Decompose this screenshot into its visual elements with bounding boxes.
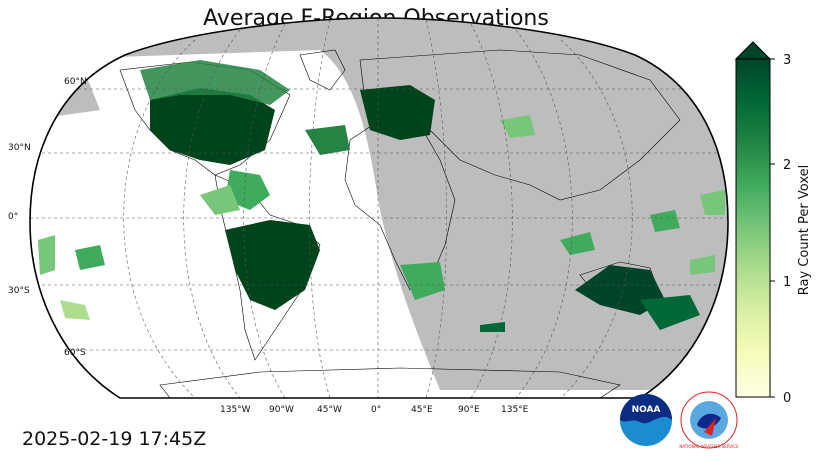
colorbar-tick-3: 3 xyxy=(783,53,791,68)
colorbar-tick-1: 1 xyxy=(783,275,791,290)
lon-label-90w: 90°W xyxy=(269,405,294,415)
timestamp: 2025-02-19 17:45Z xyxy=(22,428,207,450)
lat-label-0: 0° xyxy=(8,212,18,222)
lat-label-60s: 60°S xyxy=(64,348,86,358)
lon-label-135w: 135°W xyxy=(220,405,251,415)
lat-label-30s: 30°S xyxy=(8,286,30,296)
nws-logo-text: NATIONAL WEATHER SERVICE xyxy=(679,444,739,449)
colorbar-extend-arrow xyxy=(734,41,772,60)
lon-label-45w: 45°W xyxy=(317,405,342,415)
night-region xyxy=(30,18,728,390)
world-map xyxy=(29,17,729,399)
lat-label-30n: 30°N xyxy=(8,143,31,153)
lon-label-0: 0° xyxy=(371,405,381,415)
map-border xyxy=(29,17,729,399)
lon-label-90e: 90°E xyxy=(458,405,480,415)
colorbar-title: Ray Count Per Voxel xyxy=(797,165,812,295)
lat-label-60n: 60°N xyxy=(64,77,87,87)
graticule xyxy=(30,18,728,398)
colorbar-tick-2: 2 xyxy=(783,158,791,173)
colorbar-gradient xyxy=(735,58,771,398)
lon-label-135e: 135°E xyxy=(501,405,529,415)
colorbar-tick-0: 0 xyxy=(783,391,791,406)
noaa-logo-text: NOAA xyxy=(632,405,661,415)
colorbar: 0 1 2 3 Ray Count Per Voxel xyxy=(734,41,812,406)
lon-label-45e: 45°E xyxy=(411,405,433,415)
observation-density xyxy=(38,60,725,332)
nws-logo: NATIONAL WEATHER SERVICE xyxy=(679,391,739,449)
noaa-logo: NOAA xyxy=(620,394,672,446)
